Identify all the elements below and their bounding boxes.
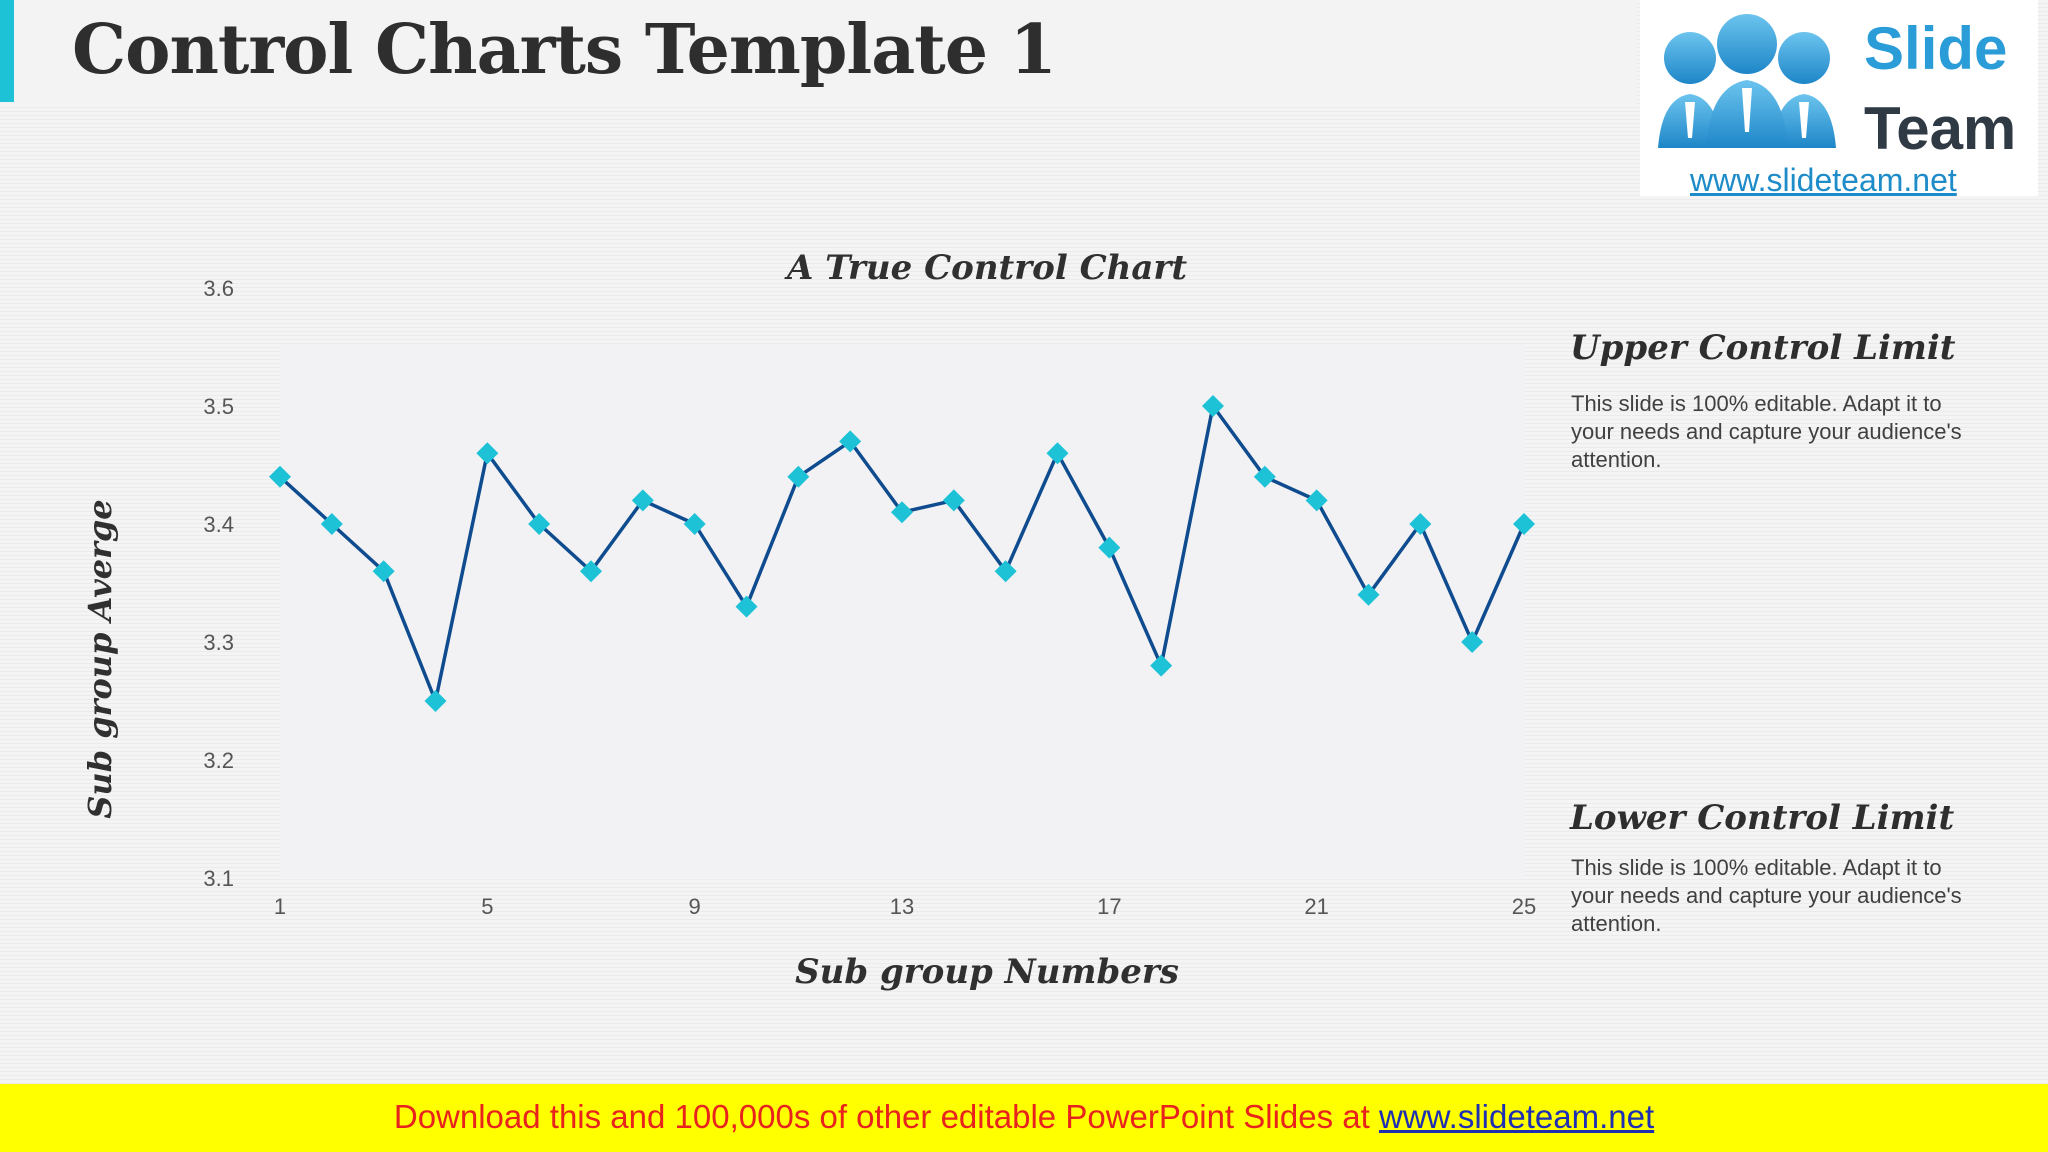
data-point-marker [476,442,499,465]
download-banner-text: Download this and 100,000s of other edit… [0,1098,2048,1136]
data-point-marker [580,560,602,583]
x-tick-label: 1 [274,894,286,919]
x-axis-label: Sub group Numbers [795,952,1179,992]
data-point-marker [1046,442,1069,465]
y-tick-label: 3.5 [203,394,234,419]
download-banner-message: Download this and 100,000s of other edit… [393,1098,1379,1135]
x-tick-label: 5 [481,894,493,919]
title-accent-bar [0,0,14,102]
y-axis-ticks: 3.1 3.2 3.3 3.4 3.5 3.6 [203,276,234,891]
logo-word-team: Team [1864,95,2017,162]
data-point-marker [994,560,1017,583]
data-point-marker [891,501,913,524]
data-point-marker [372,560,395,583]
chart-title: A True Control Chart [786,248,1188,288]
x-tick-label: 13 [890,894,914,919]
y-tick-label: 3.3 [203,630,234,655]
y-tick-label: 3.2 [203,748,234,773]
data-point-marker [631,489,654,512]
logo-word-slide: Slide [1864,15,2008,82]
control-chart: 3.1 3.2 3.3 3.4 3.5 3.6 1 5 9 13 17 21 25 [203,276,1536,919]
x-tick-label: 17 [1097,894,1121,919]
data-point-marker [1461,631,1484,653]
series-markers [269,395,1535,712]
page-title: Control Charts Template 1 [72,10,1057,90]
slideteam-logo[interactable]: Slide Team www.slideteam.net [1640,0,2038,198]
title-band [0,0,1636,104]
x-tick-label: 21 [1304,894,1328,919]
data-point-marker [839,430,862,453]
upper-control-limit-text: This slide is 100% editable. Adapt it to… [1571,391,1962,472]
data-point-marker [424,690,447,712]
download-banner-link[interactable]: www.slideteam.net [1379,1098,1655,1135]
x-tick-label: 9 [689,894,701,919]
data-point-marker [683,513,706,535]
data-point-marker [735,595,758,618]
y-tick-label: 3.1 [203,866,234,891]
upper-control-limit-heading: Upper Control Limit [1570,328,1956,368]
x-tick-label: 25 [1512,894,1536,919]
data-point-marker [1305,489,1328,512]
x-axis-ticks: 1 5 9 13 17 21 25 [274,894,1536,919]
download-banner: Download this and 100,000s of other edit… [0,1084,2048,1152]
y-tick-label: 3.6 [203,276,234,301]
data-point-marker [1357,583,1380,606]
data-point-marker [1150,654,1173,677]
lower-control-limit-heading: Lower Control Limit [1570,798,1955,838]
data-point-marker [1409,513,1432,535]
data-point-marker [1253,465,1276,488]
data-point-marker [1513,513,1535,535]
data-point-marker [320,513,343,535]
data-point-marker [1202,395,1224,417]
data-point-marker [1098,536,1121,559]
data-point-marker [528,513,551,535]
lower-control-limit-text: This slide is 100% editable. Adapt it to… [1571,855,1962,936]
logo-url-link[interactable]: www.slideteam.net [1690,162,1957,198]
y-axis-label: Sub group Averge [81,499,119,819]
data-point-marker [269,465,291,488]
data-point-marker [942,489,965,512]
people-logo-icon [1658,14,1836,148]
data-point-marker [787,465,810,488]
plot-area [280,344,1524,878]
y-tick-label: 3.4 [203,512,234,537]
